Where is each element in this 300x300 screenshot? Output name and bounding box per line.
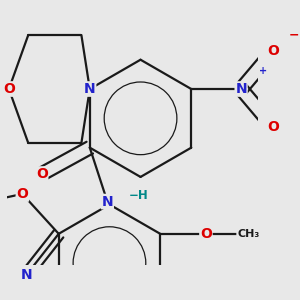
- Text: N: N: [235, 82, 247, 96]
- Text: O: O: [267, 120, 279, 134]
- Text: −H: −H: [128, 190, 148, 202]
- Text: N: N: [84, 82, 96, 96]
- Text: +: +: [259, 66, 267, 76]
- Text: N: N: [101, 195, 113, 208]
- Text: O: O: [200, 227, 212, 241]
- Text: O: O: [16, 187, 28, 201]
- Text: CH₃: CH₃: [237, 229, 259, 239]
- Text: N: N: [21, 268, 32, 282]
- Text: O: O: [36, 167, 48, 181]
- Text: O: O: [267, 44, 279, 58]
- Text: O: O: [3, 82, 15, 96]
- Text: −: −: [289, 28, 300, 41]
